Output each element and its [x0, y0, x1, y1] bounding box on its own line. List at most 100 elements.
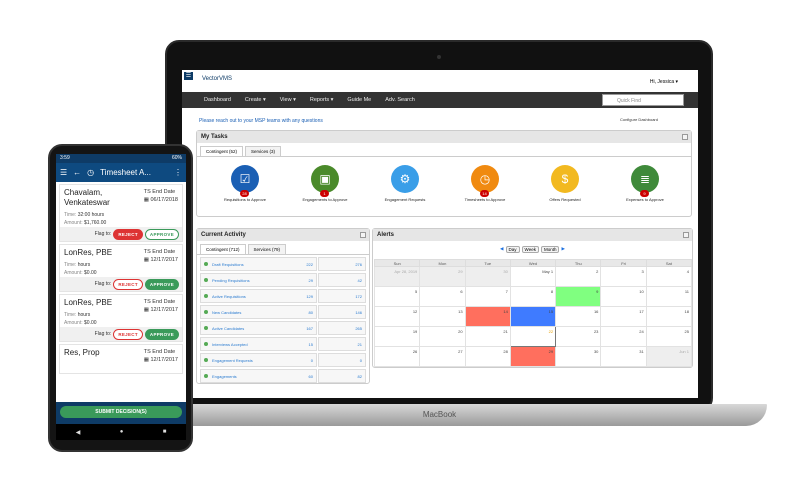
calendar-day[interactable]: 29: [509, 346, 557, 367]
nav-item[interactable]: Guide Me: [347, 97, 372, 103]
nav-item[interactable]: Create ▾: [244, 97, 266, 103]
calendar-day[interactable]: 27: [419, 346, 466, 367]
collapse-icon[interactable]: [683, 232, 689, 238]
activity-count-2[interactable]: 82: [318, 369, 366, 383]
activity-count[interactable]: 80: [308, 309, 313, 315]
activity-label[interactable]: Pending Requisitions: [212, 277, 250, 283]
view-week-button[interactable]: Week: [521, 246, 539, 253]
calendar-day[interactable]: 6: [419, 286, 466, 307]
user-menu[interactable]: Hi, Jessica ▾: [649, 79, 678, 85]
calendar-day[interactable]: 3: [600, 266, 647, 287]
activity-count[interactable]: 0: [310, 357, 313, 363]
activity-count-2[interactable]: 276: [318, 257, 366, 271]
timesheet-card[interactable]: LonRes, PBE TS End Date ▦ 12/17/2017 Time: …: [59, 244, 183, 292]
activity-cell[interactable]: Active Requisitions 129: [200, 289, 317, 303]
calendar-day[interactable]: 28: [464, 346, 511, 367]
calendar-day[interactable]: 14: [464, 306, 511, 327]
activity-cell[interactable]: Active Candidates 167: [200, 321, 317, 335]
activity-label[interactable]: Interviews Accepted: [212, 341, 248, 347]
tab[interactable]: Contingent (712): [200, 244, 246, 254]
activity-cell[interactable]: Engagement Requests 0: [200, 353, 317, 367]
collapse-icon[interactable]: [682, 134, 688, 140]
calendar-day[interactable]: 15: [509, 306, 557, 327]
reject-button[interactable]: REJECT: [113, 228, 143, 240]
activity-label[interactable]: Engagements: [212, 373, 237, 379]
calendar-day[interactable]: 29: [419, 266, 466, 287]
view-month-button[interactable]: Month: [540, 246, 560, 253]
calendar-day[interactable]: 31: [600, 346, 647, 367]
task-item[interactable]: $ Offers Requested: [535, 165, 595, 202]
menu-toggle-icon[interactable]: ☰: [184, 72, 193, 80]
calendar-day[interactable]: 16: [555, 306, 602, 327]
activity-cell[interactable]: Engagements 60: [200, 369, 317, 383]
calendar-day[interactable]: 8: [509, 286, 557, 307]
prev-icon[interactable]: ◀: [500, 246, 504, 251]
activity-count-2[interactable]: 172: [318, 289, 366, 303]
timesheet-card[interactable]: LonRes, PBE TS End Date ▦ 12/17/2017 Time: …: [59, 294, 183, 342]
calendar-day[interactable]: 4: [645, 266, 693, 287]
activity-count-2[interactable]: 21: [318, 337, 366, 351]
activity-cell[interactable]: Interviews Accepted 15: [200, 337, 317, 351]
activity-label[interactable]: New Candidates: [212, 309, 242, 315]
activity-label[interactable]: Engagement Requests: [212, 357, 253, 363]
timesheet-card[interactable]: Res, Prop TS End Date ▦ 12/17/2017: [59, 344, 183, 374]
quick-find-input[interactable]: Quick Find: [602, 94, 684, 106]
task-item[interactable]: ≣ 9 Expenses to Approve: [615, 165, 675, 202]
activity-count[interactable]: 60: [308, 373, 313, 379]
activity-count[interactable]: 167: [306, 325, 313, 331]
calendar-day[interactable]: 13: [419, 306, 466, 327]
nav-item[interactable]: Dashboard: [204, 97, 231, 103]
calendar-day[interactable]: 21: [464, 326, 511, 347]
nav-item[interactable]: Reports ▾: [309, 97, 334, 103]
calendar-day[interactable]: 10: [600, 286, 647, 307]
calendar-day[interactable]: Jun 1: [645, 346, 693, 367]
nav-item[interactable]: Adv. Search: [385, 97, 415, 103]
activity-cell[interactable]: Pending Requisitions 29: [200, 273, 317, 287]
calendar-day[interactable]: 24: [600, 326, 647, 347]
tab[interactable]: Services (79): [247, 244, 287, 254]
recents-nav-icon[interactable]: ■: [162, 429, 167, 435]
calendar-day[interactable]: 11: [645, 286, 693, 307]
back-nav-icon[interactable]: ◀: [75, 429, 81, 436]
collapse-icon[interactable]: [360, 232, 366, 238]
timesheet-card[interactable]: Chavalam, Venkateswar TS End Date ▦ 06/17/…: [59, 184, 183, 242]
activity-count[interactable]: 29: [308, 277, 313, 283]
calendar-day[interactable]: 18: [645, 306, 693, 327]
activity-cell[interactable]: Draft Requisitions 222: [200, 257, 317, 271]
activity-count[interactable]: 129: [306, 293, 313, 299]
tab[interactable]: Services (3): [245, 146, 282, 156]
next-icon[interactable]: ▶: [561, 246, 565, 251]
configure-dashboard-link[interactable]: Configure Dashboard: [619, 117, 658, 122]
activity-count-2[interactable]: 146: [318, 305, 366, 319]
calendar-day[interactable]: 22: [509, 326, 557, 347]
activity-count-2[interactable]: 265: [318, 321, 366, 335]
calendar-day[interactable]: 23: [555, 326, 602, 347]
tab[interactable]: Contingent (52): [200, 146, 244, 156]
menu-icon[interactable]: ☰: [60, 168, 68, 177]
view-day-button[interactable]: Day: [505, 246, 520, 253]
task-item[interactable]: ⚙ Engagement Requests: [375, 165, 435, 202]
calendar-day[interactable]: 25: [645, 326, 693, 347]
calendar-day[interactable]: 5: [373, 286, 421, 307]
back-icon[interactable]: ←: [73, 168, 82, 177]
task-item[interactable]: ☑ 28 Requisitions to Approve: [215, 165, 275, 202]
activity-cell[interactable]: New Candidates 80: [200, 305, 317, 319]
reject-button[interactable]: REJECT: [113, 328, 143, 340]
calendar-day[interactable]: 7: [464, 286, 511, 307]
calendar-day[interactable]: 30: [464, 266, 511, 287]
task-item[interactable]: ◷ 14 Timesheets to Approve: [455, 165, 515, 202]
activity-count[interactable]: 15: [308, 341, 313, 347]
activity-count-2[interactable]: 0: [318, 353, 366, 367]
calendar-day[interactable]: May 1: [509, 266, 557, 287]
home-nav-icon[interactable]: ●: [119, 429, 124, 435]
calendar-day[interactable]: 20: [419, 326, 466, 347]
activity-label[interactable]: Draft Requisitions: [212, 261, 244, 267]
approve-button[interactable]: APPROVE: [144, 278, 179, 290]
approve-button[interactable]: APPROVE: [144, 228, 179, 240]
nav-item[interactable]: View ▾: [279, 97, 296, 103]
more-icon[interactable]: ⋮: [174, 168, 182, 177]
activity-label[interactable]: Active Candidates: [212, 325, 245, 331]
calendar-day[interactable]: 17: [600, 306, 647, 327]
activity-count[interactable]: 222: [306, 261, 313, 267]
approve-button[interactable]: APPROVE: [144, 328, 179, 340]
